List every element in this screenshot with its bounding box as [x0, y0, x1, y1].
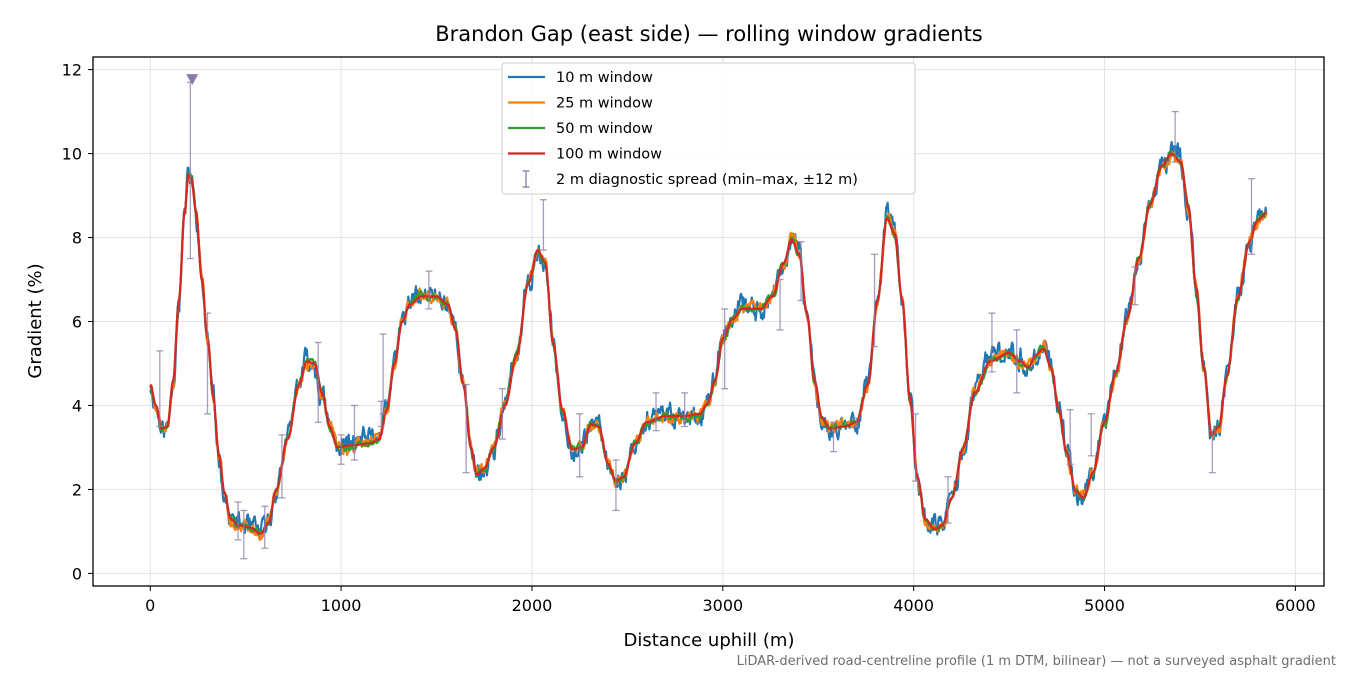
spread-bar	[425, 270, 433, 310]
spread-bar	[1247, 178, 1255, 255]
spread-bar	[379, 333, 387, 415]
y-axis-ticks: 0 2 4 6 8 10 12	[62, 61, 93, 583]
y-tick-label: 6	[72, 313, 82, 332]
y-tick-label: 4	[72, 396, 82, 415]
spread-bar	[156, 350, 164, 428]
x-tick-label: 1000	[321, 596, 362, 615]
spread-bar	[337, 434, 345, 465]
outlier-marker	[186, 74, 199, 86]
y-tick-label: 10	[62, 145, 82, 164]
spread-bar	[1208, 430, 1216, 474]
spread-bar	[944, 476, 952, 524]
spread-bar	[278, 434, 286, 499]
outlier-markers	[186, 74, 199, 86]
legend-entry: 50 m window	[508, 121, 653, 137]
legend-entry: 10 m window	[508, 70, 653, 86]
x-tick-label: 5000	[1084, 596, 1125, 615]
legend-box	[501, 62, 916, 195]
spread-bar	[652, 392, 660, 432]
spread-bar	[612, 459, 620, 512]
chart-title: Brandon Gap (east side) — rolling window…	[435, 22, 983, 46]
y-axis-title: Gradient (%)	[25, 263, 46, 378]
x-tick-label: 3000	[702, 596, 743, 615]
y-tick-label: 12	[62, 61, 82, 80]
legend-label: 25 m window	[556, 96, 653, 112]
y-tick-label: 2	[72, 480, 82, 499]
series-lines	[149, 140, 1268, 542]
legend-label-spread: 2 m diagnostic spread (min–max, ±12 m)	[556, 172, 858, 188]
spread-bar	[204, 312, 212, 415]
legend-label: 50 m window	[556, 121, 653, 137]
x-axis-ticks: 0 1000 2000 3000 4000 5000 6000	[145, 586, 1316, 615]
y-tick-label: 0	[72, 564, 82, 583]
series-line-4	[149, 152, 1267, 535]
legend-entry: 25 m window	[508, 96, 653, 112]
diagnostic-spread-bars	[156, 81, 1255, 560]
legend-entry: 100 m window	[508, 147, 662, 163]
spread-bar	[830, 421, 838, 453]
spread-bar	[576, 413, 584, 478]
spread-bar	[988, 312, 996, 373]
spread-bar	[1171, 110, 1179, 163]
legend-entry-spread: 2 m diagnostic spread (min–max, ±12 m)	[522, 170, 858, 188]
footnote: LiDAR-derived road-centreline profile (1…	[737, 654, 1336, 669]
spread-bar	[912, 413, 920, 482]
spread-bar	[498, 388, 506, 440]
legend-label: 100 m window	[556, 147, 662, 163]
spread-bar	[1087, 413, 1095, 457]
spread-bar	[462, 383, 470, 474]
legend: 10 m window 25 m window 50 m window 100 m w…	[501, 62, 916, 195]
spread-bar	[721, 308, 729, 390]
x-tick-label: 0	[145, 596, 155, 615]
spread-bar	[1013, 329, 1021, 394]
x-tick-label: 6000	[1275, 596, 1316, 615]
x-tick-label: 4000	[893, 596, 934, 615]
x-axis-title: Distance uphill (m)	[624, 630, 795, 651]
spread-bar	[539, 199, 547, 251]
spread-bar	[240, 509, 248, 560]
spread-bar	[871, 253, 879, 348]
spread-bar	[314, 341, 322, 423]
x-tick-label: 2000	[512, 596, 553, 615]
spread-bar	[797, 241, 805, 302]
spread-bar	[350, 404, 358, 461]
spread-bar	[681, 392, 689, 428]
legend-label: 10 m window	[556, 70, 653, 86]
spread-bar	[234, 501, 242, 541]
spread-bar	[852, 417, 860, 428]
spread-bar	[1066, 409, 1074, 465]
spread-bar	[776, 278, 784, 331]
spread-bar	[1131, 266, 1139, 306]
y-tick-label: 8	[72, 229, 82, 248]
spread-bar	[261, 505, 269, 549]
